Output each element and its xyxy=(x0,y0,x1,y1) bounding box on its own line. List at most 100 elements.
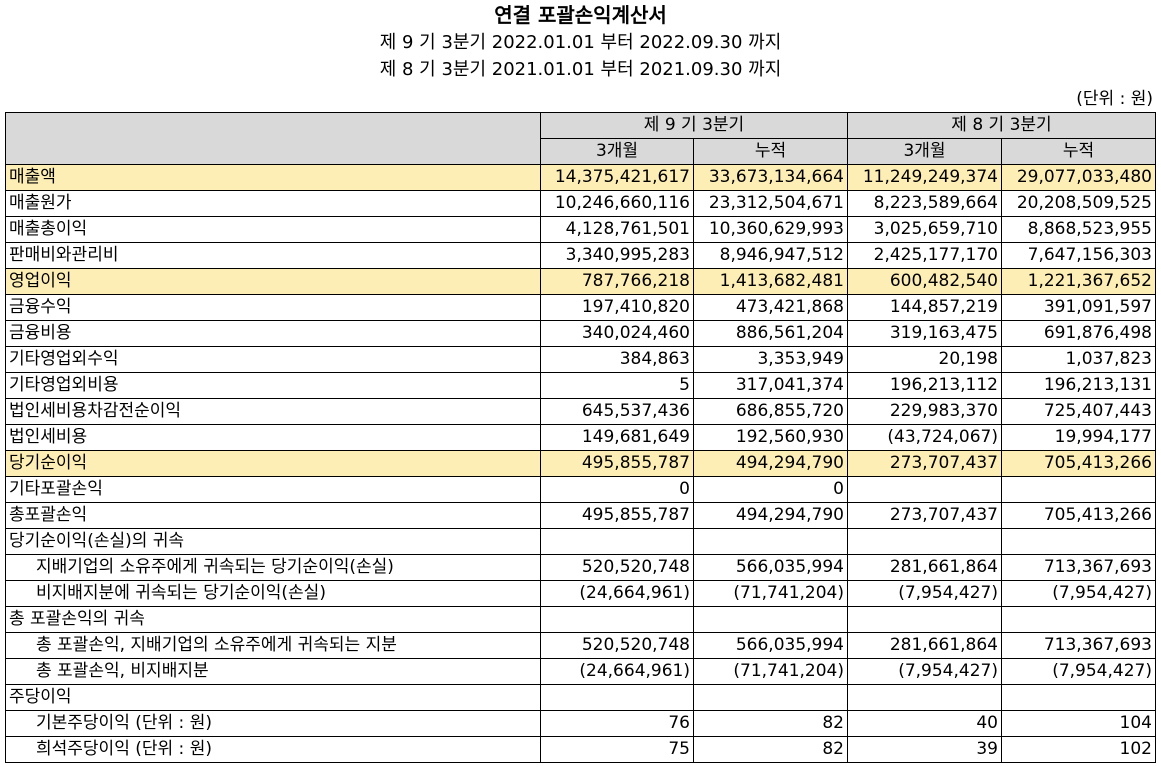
prior-cum-value: 691,876,498 xyxy=(1001,320,1156,347)
header-row-group: 제 9 기 3분기 제 8 기 3분기 xyxy=(5,112,1156,165)
row-label: 총 포괄손익의 귀속 xyxy=(5,606,541,633)
prior-cum-value: 705,413,266 xyxy=(1001,502,1156,529)
row-label: 기타영업외수익 xyxy=(5,346,541,373)
current-cum-value: 33,673,134,664 xyxy=(693,164,848,191)
row-label: 금융수익 xyxy=(5,294,541,321)
table-row: 금융수익 197,410,820 473,421,868 144,857,219 391… xyxy=(5,294,1156,321)
table-row: 총 포괄손익, 비지배지분 (24,664,961) (71,741,204) (7,… xyxy=(5,658,1156,685)
row-label: 매출액 xyxy=(5,164,541,191)
row-label: 희석주당이익 (단위 : 원) xyxy=(5,736,541,763)
income-statement-table: 제 9 기 3분기 제 8 기 3분기 3개월 누적 3개월 누적 매출액 14,… xyxy=(5,112,1156,763)
prior-cum-value: 7,647,156,303 xyxy=(1001,242,1156,269)
row-label: 법인세비용차감전순이익 xyxy=(5,398,541,425)
current-3m-value: (24,664,961) xyxy=(540,580,694,607)
row-label: 총 포괄손익, 지배기업의 소유주에게 귀속되는 지분 xyxy=(5,632,541,659)
current-3m-value: 10,246,660,116 xyxy=(540,190,694,217)
header-current-period: 제 9 기 3분기 xyxy=(540,112,848,139)
row-label: 기타포괄손익 xyxy=(5,476,541,503)
table-row: 희석주당이익 (단위 : 원) 75 82 39 102 xyxy=(5,736,1156,763)
row-label: 기본주당이익 (단위 : 원) xyxy=(5,710,541,737)
header-prior-cum: 누적 xyxy=(1001,138,1156,165)
prior-cum-value: 705,413,266 xyxy=(1001,450,1156,477)
prior-3m-value xyxy=(847,528,1002,555)
prior-3m-value: (7,954,427) xyxy=(847,658,1002,685)
prior-cum-value: 713,367,693 xyxy=(1001,554,1156,581)
table-row: 매출총이익 4,128,761,501 10,360,629,993 3,025,65… xyxy=(5,216,1156,243)
prior-3m-value: 39 xyxy=(847,736,1002,763)
current-3m-value xyxy=(540,684,694,711)
row-label: 총포괄손익 xyxy=(5,502,541,529)
prior-3m-value: 273,707,437 xyxy=(847,502,1002,529)
row-label: 지배기업의 소유주에게 귀속되는 당기순이익(손실) xyxy=(5,554,541,581)
current-3m-value: 0 xyxy=(540,476,694,503)
prior-3m-value: (43,724,067) xyxy=(847,424,1002,451)
current-cum-value: 494,294,790 xyxy=(693,502,848,529)
prior-cum-value: 102 xyxy=(1001,736,1156,763)
current-cum-value: 473,421,868 xyxy=(693,294,848,321)
row-label: 금융비용 xyxy=(5,320,541,347)
prior-cum-value: 19,994,177 xyxy=(1001,424,1156,451)
current-cum-value: 686,855,720 xyxy=(693,398,848,425)
row-label: 비지배지분에 귀속되는 당기순이익(손실) xyxy=(5,580,541,607)
table-row: 영업이익 787,766,218 1,413,682,481 600,482,540 1… xyxy=(5,268,1156,295)
prior-cum-value xyxy=(1001,684,1156,711)
current-3m-value: 787,766,218 xyxy=(540,268,694,295)
table-row: 기본주당이익 (단위 : 원) 76 82 40 104 xyxy=(5,710,1156,737)
header-row-sub: 3개월 누적 3개월 누적 xyxy=(6,138,1156,165)
prior-cum-value: 725,407,443 xyxy=(1001,398,1156,425)
table-row: 판매비와관리비 3,340,995,283 8,946,947,512 2,425,1… xyxy=(5,242,1156,269)
current-3m-value: 149,681,649 xyxy=(540,424,694,451)
prior-3m-value xyxy=(847,684,1002,711)
prior-cum-value: 20,208,509,525 xyxy=(1001,190,1156,217)
current-3m-value xyxy=(540,606,694,633)
prior-3m-value: 40 xyxy=(847,710,1002,737)
table-row: 지배기업의 소유주에게 귀속되는 당기순이익(손실) 520,520,748 566… xyxy=(5,554,1156,581)
row-label: 주당이익 xyxy=(5,684,541,711)
prior-cum-value xyxy=(1001,528,1156,555)
current-3m-value: 520,520,748 xyxy=(540,632,694,659)
current-cum-value: 82 xyxy=(693,736,848,763)
current-cum-value: 23,312,504,671 xyxy=(693,190,848,217)
current-3m-value: 3,340,995,283 xyxy=(540,242,694,269)
table-row: 총 포괄손익의 귀속 xyxy=(5,606,1156,633)
current-cum-value: 82 xyxy=(693,710,848,737)
current-3m-value: 4,128,761,501 xyxy=(540,216,694,243)
prior-3m-value xyxy=(847,606,1002,633)
current-3m-value: 340,024,460 xyxy=(540,320,694,347)
prior-3m-value: 144,857,219 xyxy=(847,294,1002,321)
prior-3m-value: 3,025,659,710 xyxy=(847,216,1002,243)
current-cum-value: 566,035,994 xyxy=(693,554,848,581)
table-row: 당기순이익(손실)의 귀속 xyxy=(5,528,1156,555)
table-row: 기타영업외비용 5 317,041,374 196,213,112 196,213,13… xyxy=(5,372,1156,399)
header-prior-3m: 3개월 xyxy=(847,138,1002,165)
table-row: 기타영업외수익 384,863 3,353,949 20,198 1,037,823 xyxy=(5,346,1156,373)
current-3m-value: 384,863 xyxy=(540,346,694,373)
current-3m-value: 14,375,421,617 xyxy=(540,164,694,191)
current-3m-value: 645,537,436 xyxy=(540,398,694,425)
current-cum-value: 1,413,682,481 xyxy=(693,268,848,295)
period-current: 제 9 기 3분기 2022.01.01 부터 2022.09.30 까지 xyxy=(379,32,782,53)
prior-3m-value: 229,983,370 xyxy=(847,398,1002,425)
prior-cum-value: (7,954,427) xyxy=(1001,658,1156,685)
unit-label: (단위 : 원) xyxy=(1076,89,1153,109)
current-cum-value: 0 xyxy=(693,476,848,503)
row-label: 매출총이익 xyxy=(5,216,541,243)
prior-cum-value: 1,221,367,652 xyxy=(1001,268,1156,295)
period-prior: 제 8 기 3분기 2021.01.01 부터 2021.09.30 까지 xyxy=(379,59,782,80)
current-cum-value: 8,946,947,512 xyxy=(693,242,848,269)
header-prior-period: 제 8 기 3분기 xyxy=(847,112,1156,139)
table-row: 총 포괄손익, 지배기업의 소유주에게 귀속되는 지분 520,520,748 56… xyxy=(5,632,1156,659)
row-label: 총 포괄손익, 비지배지분 xyxy=(5,658,541,685)
row-label: 법인세비용 xyxy=(5,424,541,451)
table-row: 법인세비용차감전순이익 645,537,436 686,855,720 229,983… xyxy=(5,398,1156,425)
current-cum-value: 566,035,994 xyxy=(693,632,848,659)
current-cum-value: 3,353,949 xyxy=(693,346,848,373)
prior-cum-value xyxy=(1001,476,1156,503)
current-3m-value xyxy=(540,528,694,555)
table-row: 매출액 14,375,421,617 33,673,134,664 11,249,24… xyxy=(5,164,1156,191)
row-label: 판매비와관리비 xyxy=(5,242,541,269)
row-label: 기타영업외비용 xyxy=(5,372,541,399)
prior-3m-value: 8,223,589,664 xyxy=(847,190,1002,217)
prior-cum-value: 104 xyxy=(1001,710,1156,737)
prior-3m-value: 20,198 xyxy=(847,346,1002,373)
